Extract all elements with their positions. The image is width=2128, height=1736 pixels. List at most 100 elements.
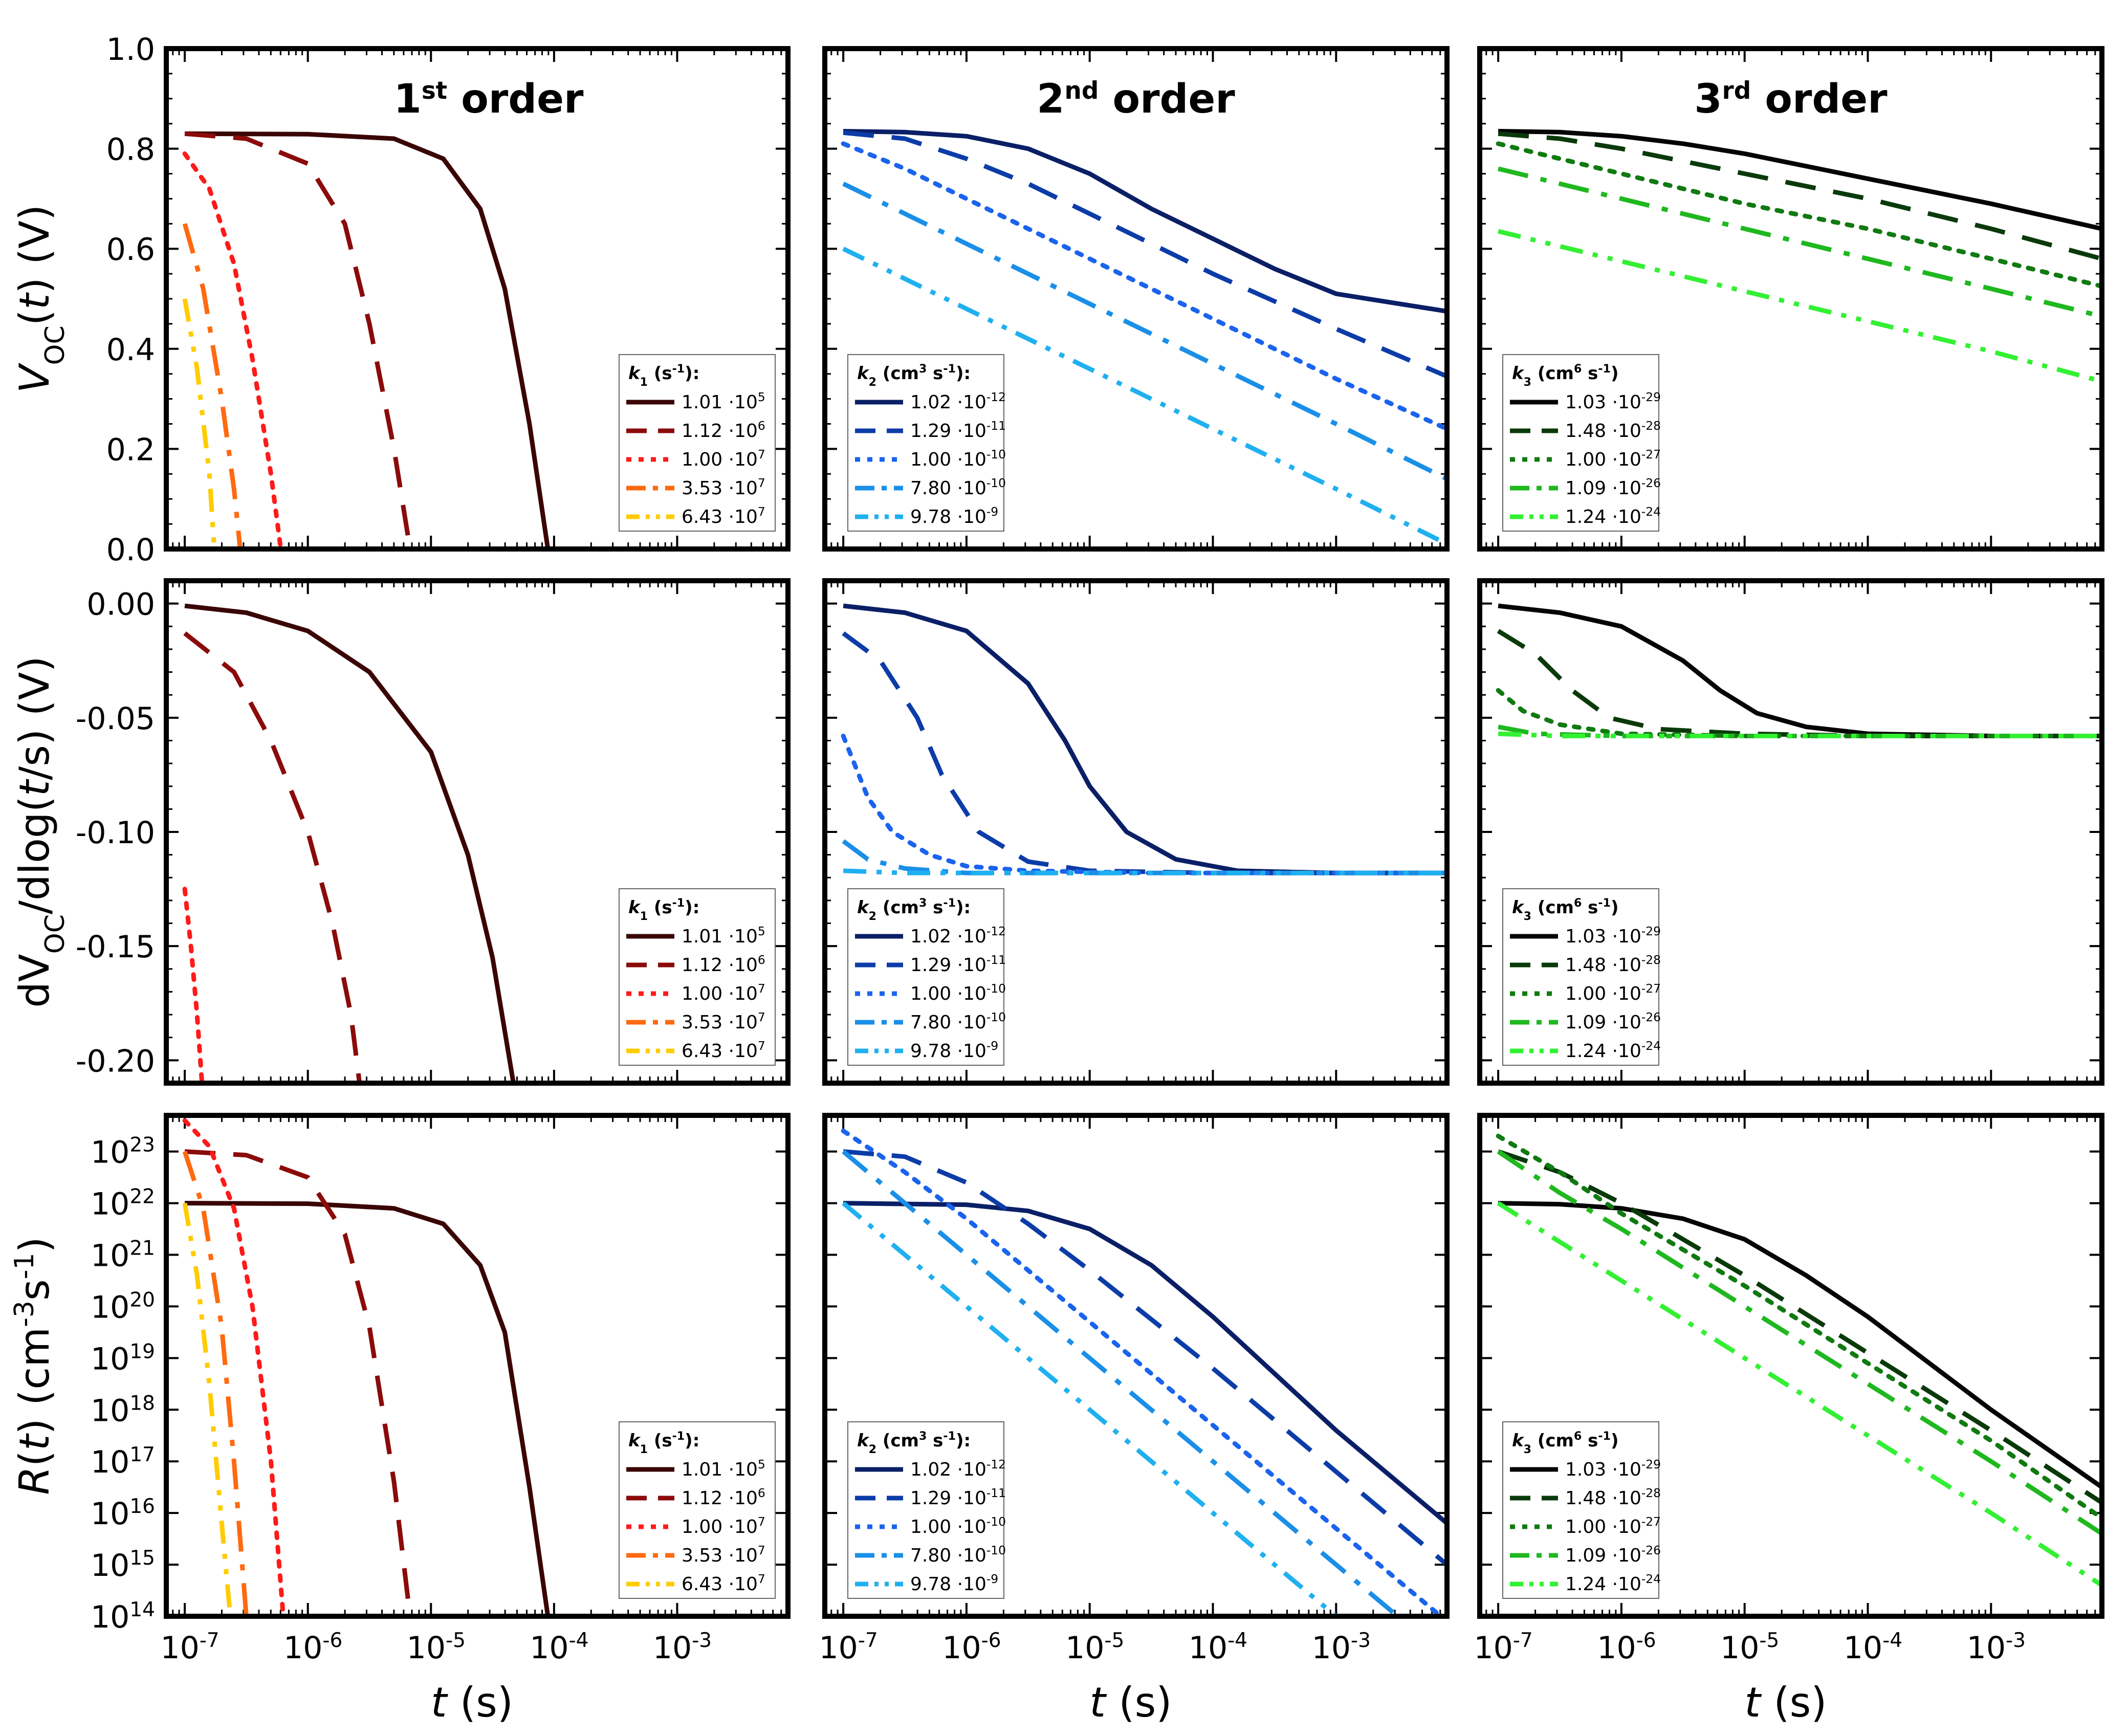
legend-entry-2: 1.48 ·10-28 [1565, 953, 1661, 976]
legend-entry-4: 7.80 ·10-10 [910, 1010, 1006, 1033]
curves [1496, 603, 2102, 738]
y-tick-label: -0.20 [76, 1043, 155, 1079]
legend-entry-3: 1.00 ·10-10 [910, 447, 1006, 470]
series-line-dvoc-2 [1497, 629, 2102, 738]
x-tick-labels: 10-7 10-6 10-5 10-4 10-3 [1474, 1629, 2025, 1666]
panel-title-col1: 1st order [394, 76, 584, 122]
curves [841, 128, 1447, 546]
series-line-voc-4 [1498, 166, 2102, 319]
legend-entry-2: 1.48 ·10-28 [1565, 1486, 1661, 1509]
legend-entry-2: 1.29 ·10-11 [910, 419, 1006, 442]
series-line-rate-1 [843, 1201, 1447, 1525]
panel-frame [1477, 46, 2104, 552]
legend-box [619, 1421, 776, 1599]
legend-box [619, 354, 776, 532]
panel-dvoc-col3: k3 (cm6 s-1)1.03 ·10-29 1.48 ·10-28 1.00 ·… [1477, 578, 2104, 1086]
y-tick-label: -0.15 [76, 929, 155, 965]
legend-col3: k3 (cm6 s-1)1.03 ·10-29 1.48 ·10-28 1.00 ·… [1502, 354, 1661, 532]
legend-col2: k2 (cm3 s-1):1.02 ·10-12 1.29 ·10-11 1.00 … [847, 354, 1006, 532]
series-line-voc-4 [842, 182, 1447, 481]
legend-box [1502, 354, 1659, 532]
x-tick-label: 10-5 [407, 1629, 466, 1666]
x-tick-label: 10-3 [653, 1629, 712, 1666]
curves [841, 1128, 1447, 1616]
panel-rate-col2: 10-7 10-6 10-5 10-4 10-3 k2 (cm3 s-1):1.02 ·1… [819, 1113, 1450, 1666]
legend-entry-4: 3.53 ·107 [682, 1543, 765, 1566]
legend-entry-3: 1.00 ·10-10 [910, 1514, 1006, 1537]
x-tick-label: 10-4 [1189, 1629, 1247, 1666]
legend-col3: k3 (cm6 s-1)1.03 ·10-29 1.48 ·10-28 1.00 ·… [1502, 1421, 1661, 1599]
panel-voc-col3: 3rd order k3 (cm6 s-1)1.03 ·10-29 1.48 ·10… [1477, 46, 2104, 552]
legend-box [847, 354, 1004, 532]
y-axis-label-row1: VOC(t) (V) [11, 205, 71, 393]
legend-entry-1: 1.02 ·10-12 [910, 390, 1006, 413]
series-line-voc-1 [843, 128, 1447, 314]
legend-title: k1 (s-1): [628, 1430, 699, 1456]
panel-dvoc-col1: -0.20 -0.15 -0.10 -0.05 0.00 k1 (s-1):1.01 ·1… [76, 578, 791, 1086]
legend-entry-3: 1.00 ·107 [682, 447, 765, 470]
x-tick-label: 10-7 [819, 1629, 877, 1666]
series-line-rate-3 [841, 1128, 1444, 1616]
curves [1496, 128, 2102, 384]
y-tick-label: 1015 [91, 1547, 155, 1584]
x-tick-label: 10-6 [283, 1629, 342, 1666]
legend-entry-1: 1.01 ·105 [682, 1457, 765, 1480]
series-line-voc-5 [842, 247, 1447, 546]
series-line-voc-3 [1496, 141, 2102, 289]
y-tick-label: -0.05 [76, 701, 155, 737]
x-tick-labels: 10-7 10-6 10-5 10-4 10-3 [819, 1629, 1370, 1666]
y-tick-label: 0.8 [106, 132, 155, 168]
panel-title-col3: 3rd order [1694, 76, 1888, 122]
legend-entry-2: 1.29 ·10-11 [910, 1486, 1006, 1509]
x-axis-label-col3: t (s) [1745, 1679, 1827, 1726]
x-tick-labels: 10-7 10-6 10-5 10-4 10-3 [160, 1629, 712, 1666]
series-line-rate-3 [182, 1118, 286, 1616]
y-tick-label: 1020 [91, 1288, 155, 1326]
legend-title: k3 (cm6 s-1) [1512, 362, 1619, 389]
panel-rate-col1: 1014 1015 1016 1017 1018 1019 1020 1021 1022 1023… [91, 1113, 791, 1666]
y-tick-label: 0.2 [106, 432, 155, 468]
legend-title: k2 (cm3 s-1): [857, 1430, 971, 1456]
series-line-voc-4 [182, 223, 243, 549]
series-line-rate-4 [842, 1150, 1399, 1616]
series-line-voc-3 [182, 151, 283, 549]
series-line-voc-5 [1498, 229, 2102, 384]
y-axis-label-row2: dVOC/dlog(t/s) (V) [11, 656, 71, 1007]
y-tick-label: 1021 [91, 1237, 155, 1274]
legend-entry-5: 9.78 ·10-9 [910, 504, 998, 528]
series-line-rate-5 [182, 1202, 233, 1616]
y-tick-label: -0.10 [76, 815, 155, 851]
x-tick-label: 10-4 [1844, 1629, 1902, 1666]
legend-entry-2: 1.48 ·10-28 [1565, 419, 1661, 442]
legend-entry-4: 3.53 ·107 [682, 1010, 765, 1033]
series-line-rate-1 [185, 1201, 551, 1616]
panel-voc-col1: 0.0 0.2 0.4 0.6 0.8 1.0 1st order k1 (s-1):1.01… [106, 32, 791, 568]
row-labels: VOC(t) (V) dVOC/dlog(t/s) (V) R(t) (cm-3s-… [9, 205, 71, 1495]
legend-entry-1: 1.03 ·10-29 [1565, 390, 1661, 413]
series-line-voc-1 [185, 131, 551, 549]
y-tick-labels: 0.0 0.2 0.4 0.6 0.8 1.0 [106, 32, 155, 568]
legend-title: k2 (cm3 s-1): [857, 896, 971, 923]
x-tick-label: 10-3 [1967, 1629, 2026, 1666]
y-tick-label: 0.0 [106, 532, 155, 568]
series-line-rate-4 [1497, 1149, 2102, 1536]
legend-box [1502, 888, 1659, 1066]
series-line-dvoc-5 [1498, 731, 2102, 738]
y-tick-label: 0.6 [106, 232, 155, 268]
legend-entry-2: 1.12 ·106 [682, 419, 765, 442]
legend-entry-1: 1.03 ·10-29 [1565, 924, 1661, 947]
series-line-dvoc-3 [841, 734, 1447, 875]
legend-entry-5: 1.24 ·10-24 [1565, 1572, 1661, 1595]
legend-entry-3: 1.00 ·10-27 [1565, 447, 1661, 470]
legend-col3: k3 (cm6 s-1)1.03 ·10-29 1.48 ·10-28 1.00 ·… [1502, 888, 1661, 1066]
legend-entry-2: 1.12 ·106 [682, 953, 765, 976]
legend-entry-4: 1.09 ·10-26 [1565, 1543, 1661, 1566]
series-line-rate-2 [184, 1149, 412, 1616]
legend-col1: k1 (s-1):1.01 ·105 1.12 ·106 1.00 ·107 3.53… [619, 888, 776, 1066]
y-tick-label: 0.00 [86, 587, 155, 623]
series-line-dvoc-5 [843, 868, 1447, 875]
x-tick-label: 10-6 [942, 1629, 1001, 1666]
x-tick-label: 10-5 [1720, 1629, 1779, 1666]
panel-frame [164, 46, 791, 552]
panel-title-col2: 2nd order [1037, 76, 1235, 122]
